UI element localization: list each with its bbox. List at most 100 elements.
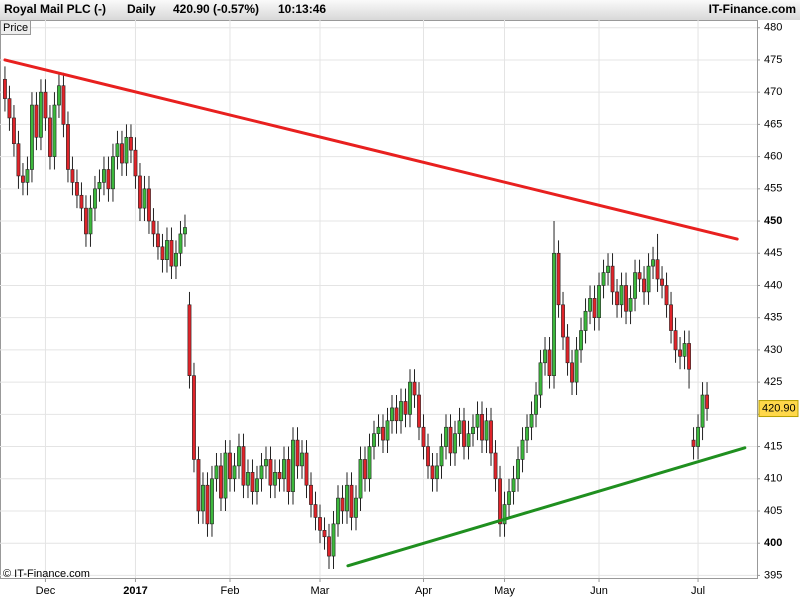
candle-body <box>655 259 660 280</box>
candle-body <box>39 91 43 138</box>
candle-body <box>205 484 210 525</box>
trend-line <box>346 446 747 568</box>
candle-body <box>25 169 30 183</box>
y-tick-label: 465 <box>764 118 782 130</box>
candle-body <box>313 504 318 518</box>
x-tick-label: 2017 <box>123 585 147 597</box>
candle-body <box>232 465 237 480</box>
candle-body <box>79 194 84 209</box>
candle-body <box>403 401 408 415</box>
candle-body <box>376 426 381 434</box>
candle-body <box>336 497 340 525</box>
x-tick-label: Jul <box>691 585 705 597</box>
candle-body <box>394 407 399 422</box>
candle-body <box>628 298 633 312</box>
candle-body <box>129 136 133 151</box>
candle-body <box>673 330 678 351</box>
y-tick-label: 445 <box>764 247 782 259</box>
candle-body <box>448 426 453 454</box>
candle-body <box>12 117 16 145</box>
y-tick-label: 460 <box>764 151 782 163</box>
candle-body <box>480 414 484 441</box>
price-label-box <box>0 20 31 35</box>
footer: © IT-Finance.com <box>3 568 90 580</box>
axis-label: Price <box>3 22 28 34</box>
candle-body <box>624 285 628 312</box>
candle-body <box>223 452 228 499</box>
candle-body <box>133 149 138 177</box>
candle-body <box>556 252 561 306</box>
last-price-label: 420.90 <box>762 402 796 414</box>
candle-body <box>552 252 556 376</box>
candle-body <box>111 156 115 190</box>
candle-body <box>592 298 597 318</box>
candle-body <box>349 484 354 518</box>
candle-body <box>291 439 295 492</box>
candle-body <box>637 272 642 280</box>
candle-body <box>660 278 664 286</box>
candle-body <box>295 439 300 467</box>
candle-body <box>277 472 282 480</box>
header-bar <box>0 0 800 20</box>
candle-body <box>331 523 336 557</box>
y-tick-label: 480 <box>764 22 782 34</box>
y-tick-label: 435 <box>764 312 782 324</box>
y-tick-label: 405 <box>764 505 782 517</box>
candle-body <box>597 285 601 318</box>
candle-body <box>687 343 691 370</box>
candle-body <box>196 459 201 512</box>
candle-body <box>156 233 160 248</box>
candle-body <box>421 426 426 447</box>
trend-line <box>3 58 739 241</box>
candle-body <box>399 401 403 422</box>
marks <box>3 58 747 569</box>
candle-body <box>165 240 169 260</box>
candle-body <box>372 433 376 447</box>
candle-body <box>318 517 322 531</box>
candle-body <box>88 207 93 235</box>
candle-body <box>543 349 547 364</box>
candle-body <box>286 459 291 492</box>
candle-body <box>57 85 61 106</box>
x-tick-label: Jun <box>590 585 608 597</box>
candle-body <box>390 407 394 422</box>
candle-body <box>615 291 619 306</box>
candle-body <box>642 278 646 293</box>
x-tick-label: Mar <box>311 585 330 597</box>
candle-body <box>151 220 156 235</box>
source: IT-Finance.com <box>709 2 796 16</box>
candle-body <box>579 330 583 351</box>
candle-body <box>363 459 367 480</box>
candle-body <box>489 420 493 454</box>
candle-body <box>210 478 214 525</box>
candle-body <box>462 420 466 447</box>
candle-body <box>174 252 178 267</box>
candle-body <box>75 182 79 196</box>
candle-body <box>237 446 241 467</box>
candle-body <box>682 343 687 357</box>
candle-body <box>246 472 250 486</box>
candle-body <box>21 175 25 183</box>
candle-body <box>106 169 111 190</box>
candle-body <box>525 426 529 441</box>
candle-body <box>250 472 255 492</box>
period: Daily <box>127 2 156 16</box>
candle-body <box>700 394 705 428</box>
candle-body <box>300 452 304 467</box>
candle-body <box>529 414 534 428</box>
candle-body <box>408 381 412 415</box>
candle-body <box>268 459 273 486</box>
candle-body <box>570 362 574 383</box>
candle-body <box>61 85 66 125</box>
candle-body <box>507 491 511 505</box>
candle-body <box>354 497 358 518</box>
y-tick-label: 450 <box>764 215 782 227</box>
candle-body <box>228 452 232 480</box>
y-tick-label: 470 <box>764 86 782 98</box>
candle-body <box>475 414 480 428</box>
candle-body <box>327 536 331 557</box>
last-price-tag <box>758 400 799 418</box>
y-tick-label: 455 <box>764 183 782 195</box>
candle-body <box>358 459 363 499</box>
